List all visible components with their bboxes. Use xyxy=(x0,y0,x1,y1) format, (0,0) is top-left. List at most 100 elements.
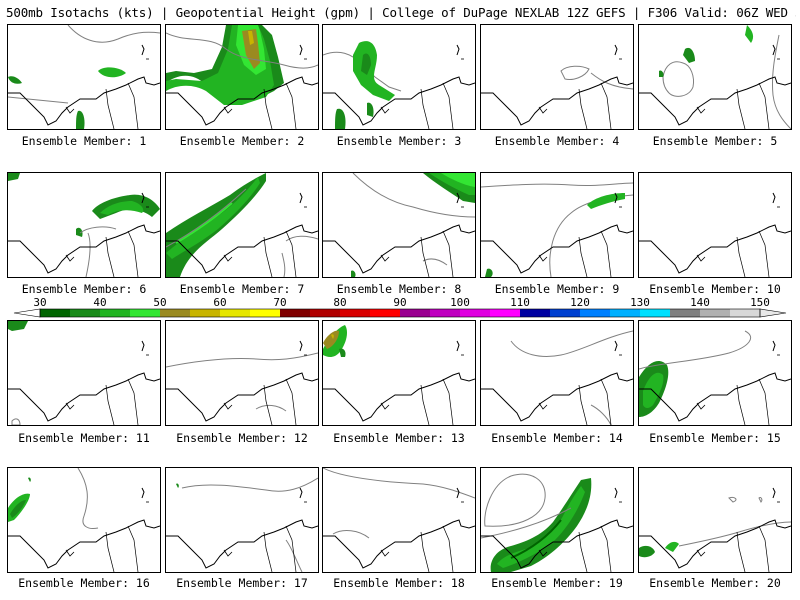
ensemble-member-map-15 xyxy=(638,320,792,426)
member-map-graphic xyxy=(481,330,633,425)
member-map-graphic xyxy=(166,477,318,572)
colorbar-frame xyxy=(39,308,761,318)
colorbar-segment xyxy=(400,309,431,317)
colorbar-segment xyxy=(580,309,611,317)
colorbar-segment xyxy=(190,309,221,317)
colorbar-tick-label: 130 xyxy=(630,296,650,309)
ensemble-member-label: Ensemble Member: 10 xyxy=(649,282,781,296)
colorbar-segment xyxy=(490,309,521,317)
colorbar-tick-label: 110 xyxy=(510,296,530,309)
member-map-graphic xyxy=(8,25,160,129)
ensemble-member-map-13 xyxy=(322,320,476,426)
colorbar-tick-label: 140 xyxy=(690,296,710,309)
ensemble-member-label: Ensemble Member: 14 xyxy=(491,431,623,445)
colorbar-segment xyxy=(460,309,491,317)
member-map-graphic xyxy=(8,468,160,572)
member-map-graphic xyxy=(481,182,633,277)
colorbar-segment xyxy=(610,309,641,317)
colorbar-segment xyxy=(310,309,341,317)
ensemble-member-map-19 xyxy=(480,467,634,573)
member-map-graphic xyxy=(166,25,318,129)
ensemble-member-label: Ensemble Member: 11 xyxy=(18,431,150,445)
colorbar-segment xyxy=(670,309,701,317)
ensemble-member-map-5 xyxy=(638,24,792,130)
colorbar-tick-label: 70 xyxy=(273,296,286,309)
ensemble-member-label: Ensemble Member: 20 xyxy=(649,576,781,590)
ensemble-member-map-7 xyxy=(165,172,319,278)
member-map-graphic xyxy=(8,173,160,277)
ensemble-member-label: Ensemble Member: 6 xyxy=(21,282,147,296)
ensemble-member-label: Ensemble Member: 12 xyxy=(176,431,308,445)
colorbar-segment xyxy=(430,309,461,317)
member-map-graphic xyxy=(639,25,791,129)
colorbar-tick-label: 40 xyxy=(93,296,106,309)
member-map-graphic xyxy=(639,330,791,425)
ensemble-member-map-6 xyxy=(7,172,161,278)
member-map-graphic xyxy=(166,173,318,277)
member-map-graphic xyxy=(481,473,633,572)
ensemble-member-map-4 xyxy=(480,24,634,130)
ensemble-member-map-20 xyxy=(638,467,792,573)
ensemble-member-label: Ensemble Member: 1 xyxy=(21,134,147,148)
ensemble-member-label: Ensemble Member: 4 xyxy=(494,134,620,148)
member-map-graphic xyxy=(166,340,318,425)
ensemble-member-label: Ensemble Member: 13 xyxy=(333,431,465,445)
ensemble-member-label: Ensemble Member: 9 xyxy=(494,282,620,296)
colorbar-segment xyxy=(40,309,71,317)
ensemble-member-label: Ensemble Member: 8 xyxy=(336,282,462,296)
ensemble-member-map-11 xyxy=(7,320,161,426)
ensemble-member-map-16 xyxy=(7,467,161,573)
colorbar-segment xyxy=(550,309,581,317)
member-map-graphic xyxy=(8,321,160,425)
colorbar-tick-label: 80 xyxy=(333,296,346,309)
colorbar-segment xyxy=(340,309,371,317)
ensemble-member-label: Ensemble Member: 18 xyxy=(333,576,465,590)
colorbar-segment xyxy=(160,309,191,317)
colorbar-segment xyxy=(520,309,551,317)
colorbar-tick-label: 30 xyxy=(33,296,46,309)
member-map-graphic xyxy=(323,41,475,129)
header-title: 500mb Isotachs (kts) | Geopotential Heig… xyxy=(6,5,796,20)
member-map-graphic xyxy=(481,44,633,129)
colorbar-tick-label: 150 xyxy=(750,296,770,309)
member-map-graphic xyxy=(323,468,475,572)
colorbar-segment xyxy=(70,309,101,317)
colorbar-tick-label: 100 xyxy=(450,296,470,309)
ensemble-member-label: Ensemble Member: 19 xyxy=(491,576,623,590)
ensemble-member-label: Ensemble Member: 7 xyxy=(179,282,305,296)
colorbar-segment xyxy=(730,309,761,317)
member-map-graphic xyxy=(323,325,475,425)
ensemble-member-map-14 xyxy=(480,320,634,426)
colorbar-segment xyxy=(130,309,161,317)
ensemble-member-map-1 xyxy=(7,24,161,130)
colorbar-segment xyxy=(220,309,251,317)
colorbar-segment xyxy=(370,309,401,317)
colorbar-segment xyxy=(640,309,671,317)
ensemble-member-label: Ensemble Member: 16 xyxy=(18,576,150,590)
ensemble-member-map-12 xyxy=(165,320,319,426)
member-map-graphic xyxy=(639,487,791,572)
colorbar-tick-label: 120 xyxy=(570,296,590,309)
member-map-graphic xyxy=(639,192,791,277)
ensemble-member-label: Ensemble Member: 17 xyxy=(176,576,308,590)
colorbar-right-arrow xyxy=(759,308,787,318)
ensemble-member-map-18 xyxy=(322,467,476,573)
ensemble-member-map-3 xyxy=(322,24,476,130)
ensemble-member-map-17 xyxy=(165,467,319,573)
colorbar-segment xyxy=(280,309,311,317)
ensemble-member-map-2 xyxy=(165,24,319,130)
colorbar-tick-label: 90 xyxy=(393,296,406,309)
colorbar-segment xyxy=(250,309,281,317)
colorbar-left-arrow xyxy=(13,308,41,318)
ensemble-member-label: Ensemble Member: 2 xyxy=(179,134,305,148)
ensemble-member-label: Ensemble Member: 5 xyxy=(652,134,778,148)
ensemble-member-map-8 xyxy=(322,172,476,278)
ensemble-member-label: Ensemble Member: 15 xyxy=(649,431,781,445)
colorbar: 30405060708090100110120130140150160170 xyxy=(0,295,800,320)
ensemble-member-map-10 xyxy=(638,172,792,278)
ensemble-member-map-9 xyxy=(480,172,634,278)
colorbar-svg: 30405060708090100110120130140150160170 xyxy=(13,296,787,318)
colorbar-tick-label: 60 xyxy=(213,296,226,309)
colorbar-segment xyxy=(700,309,731,317)
ensemble-member-label: Ensemble Member: 3 xyxy=(336,134,462,148)
